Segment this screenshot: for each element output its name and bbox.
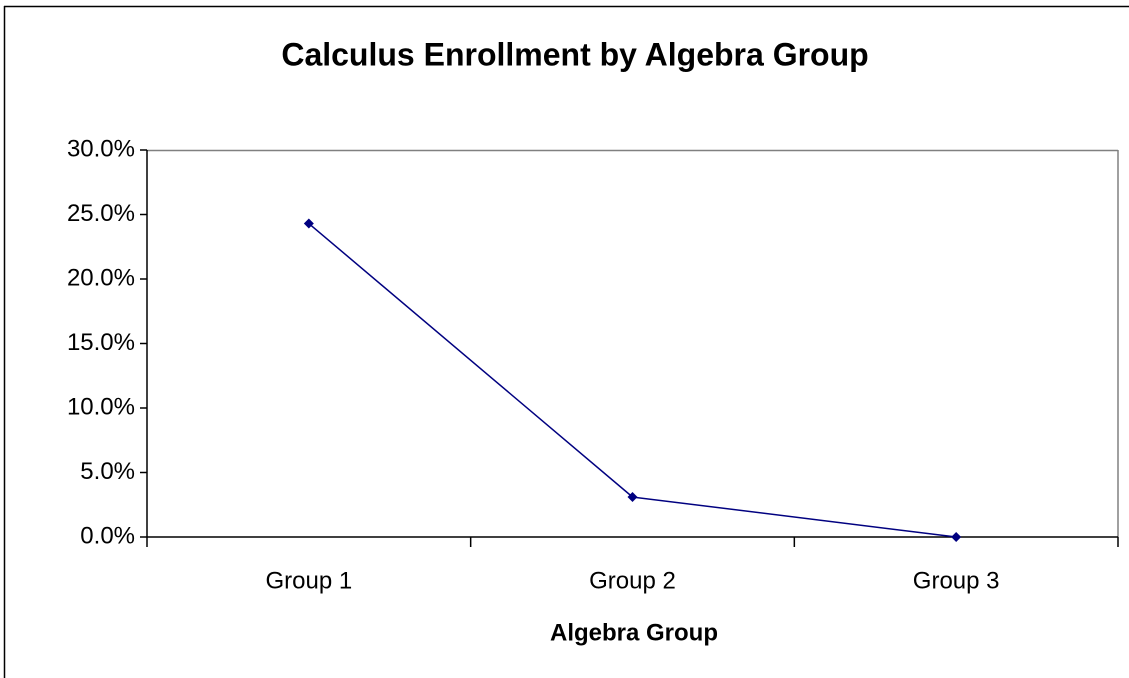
y-tick-label: 5.0% bbox=[80, 458, 135, 485]
x-tick-label: Group 3 bbox=[913, 567, 1000, 594]
series-line bbox=[308, 222, 957, 538]
x-axis-title: Algebra Group bbox=[550, 619, 718, 646]
chart-title: Calculus Enrollment by Algebra Group bbox=[281, 36, 868, 72]
data-point bbox=[627, 492, 638, 503]
x-tick-label: Group 2 bbox=[589, 567, 676, 594]
y-tick-label: 10.0% bbox=[67, 393, 135, 420]
x-tick-label: Group 1 bbox=[265, 567, 352, 594]
y-tick-label: 0.0% bbox=[80, 522, 135, 549]
y-tick-label: 30.0% bbox=[67, 135, 135, 162]
data-point bbox=[303, 218, 314, 229]
y-tick-label: 15.0% bbox=[67, 329, 135, 356]
data-point bbox=[951, 532, 962, 542]
y-tick-label: 25.0% bbox=[67, 200, 135, 227]
y-tick-label: 20.0% bbox=[67, 264, 135, 291]
